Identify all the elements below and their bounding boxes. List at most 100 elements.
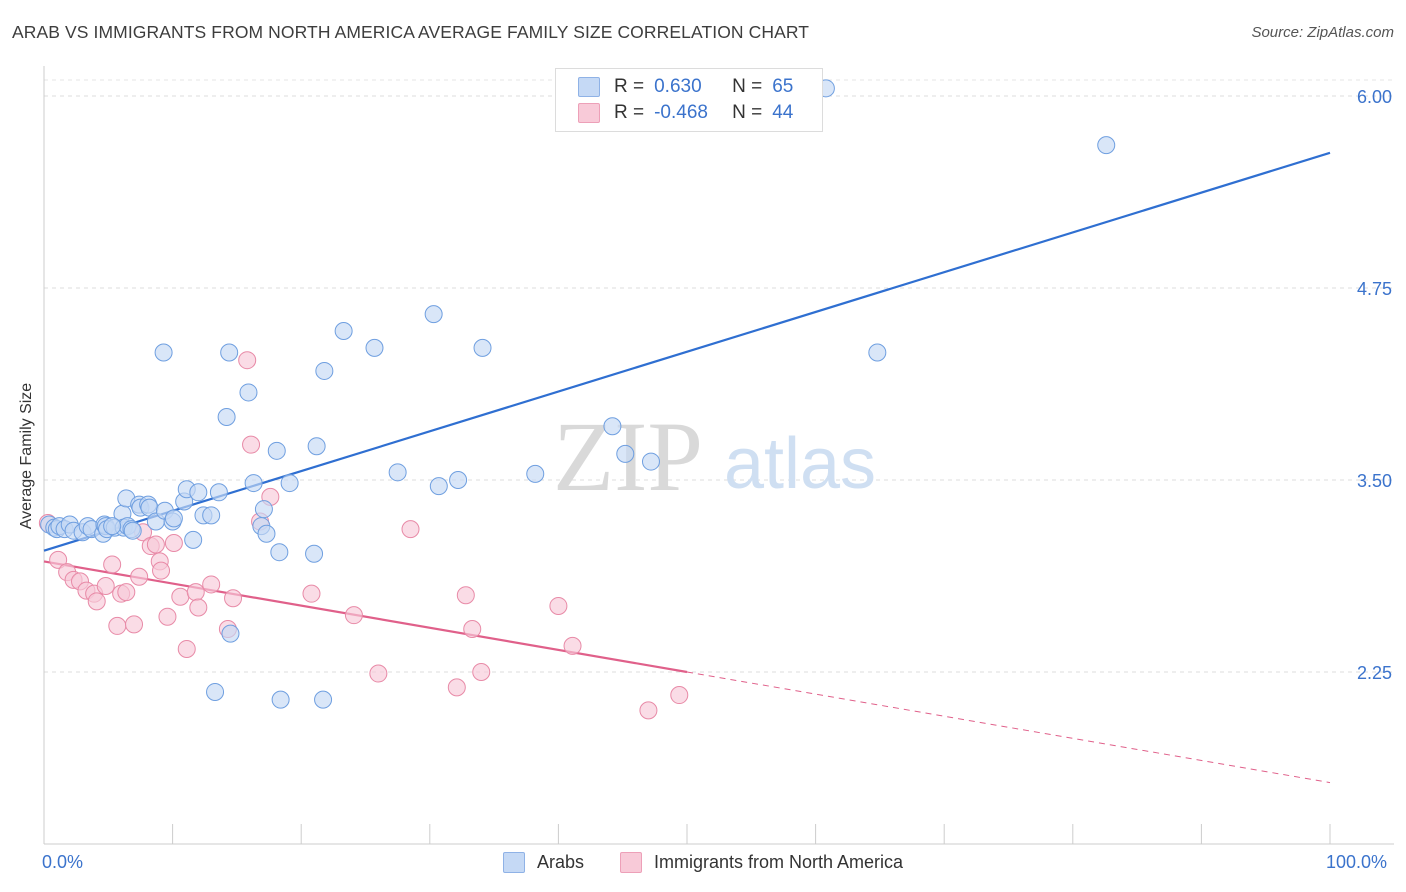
data-point-arabs xyxy=(209,483,228,502)
r-value: 0.630 xyxy=(654,76,702,97)
legend-swatch-immigrants xyxy=(619,852,642,873)
trend-line-immigrants xyxy=(43,560,688,674)
n-label: N = xyxy=(732,76,763,97)
r-value: -0.468 xyxy=(654,102,708,123)
data-point-arabs xyxy=(388,463,407,482)
data-point-immigrants xyxy=(117,583,136,602)
trend-line-immigrants xyxy=(686,671,1331,784)
data-point-immigrants xyxy=(189,598,208,617)
data-point-arabs xyxy=(164,509,183,528)
x-max-label: 100.0% xyxy=(1326,852,1388,872)
data-point-immigrants xyxy=(146,535,165,554)
data-point-arabs xyxy=(254,500,273,519)
data-point-immigrants xyxy=(456,586,475,605)
data-point-arabs xyxy=(1097,136,1116,155)
data-point-arabs xyxy=(641,452,660,471)
arabs-swatch xyxy=(578,77,600,97)
data-point-immigrants xyxy=(401,520,420,539)
chart-title: ARAB VS IMMIGRANTS FROM NORTH AMERICA AV… xyxy=(12,22,810,42)
watermark-atlas: atlas xyxy=(724,424,876,504)
data-point-immigrants xyxy=(224,589,243,608)
stats-row-immigrants: R = -0.468 N = 44 xyxy=(578,100,793,126)
data-point-arabs xyxy=(184,530,203,549)
bottom-legend: Arabs Immigrants from North America xyxy=(0,852,1406,873)
data-point-arabs xyxy=(305,544,324,563)
data-point-immigrants xyxy=(242,435,261,454)
data-point-immigrants xyxy=(108,616,127,635)
data-point-immigrants xyxy=(344,606,363,625)
data-point-arabs xyxy=(220,343,239,362)
data-point-arabs xyxy=(270,543,289,562)
data-point-arabs xyxy=(202,506,221,525)
watermark: ZIP atlas xyxy=(553,401,876,512)
legend-label-immigrants: Immigrants from North America xyxy=(653,852,904,872)
data-point-immigrants xyxy=(302,584,321,603)
data-point-immigrants xyxy=(171,587,190,606)
data-point-arabs xyxy=(267,441,286,460)
data-point-arabs xyxy=(526,464,545,483)
data-point-immigrants xyxy=(472,663,491,681)
data-point-immigrants xyxy=(670,686,689,705)
data-point-immigrants xyxy=(186,583,205,602)
data-point-arabs xyxy=(868,343,887,362)
data-point-immigrants xyxy=(639,701,658,720)
data-point-arabs xyxy=(271,690,290,709)
data-point-immigrants xyxy=(202,575,221,594)
data-point-immigrants xyxy=(96,576,115,595)
immigrants-swatch xyxy=(578,103,600,123)
y-tick-label: 3.50 xyxy=(1357,471,1392,491)
y-tick-label: 4.75 xyxy=(1357,279,1392,299)
data-point-arabs xyxy=(244,474,263,493)
legend-item-immigrants[interactable]: Immigrants from North America xyxy=(619,852,904,873)
stats-row-arabs: R = 0.630 N = 65 xyxy=(578,74,793,100)
data-point-immigrants xyxy=(463,619,482,638)
r-label: R = xyxy=(614,76,645,97)
data-point-immigrants xyxy=(563,636,582,655)
source-label: Source: ZipAtlas.com xyxy=(1251,24,1394,41)
data-point-immigrants xyxy=(130,567,149,586)
x-min-label: 0.0% xyxy=(42,852,84,872)
data-point-immigrants xyxy=(152,561,171,580)
stats-legend: R = 0.630 N = 65 R = -0.468 N = 44 xyxy=(555,68,823,132)
legend-swatch-arabs xyxy=(502,852,525,873)
data-point-arabs xyxy=(239,383,258,402)
n-label: N = xyxy=(732,102,763,123)
legend-label-arabs: Arabs xyxy=(536,852,584,872)
data-point-arabs xyxy=(429,477,448,496)
legend-item-arabs[interactable]: Arabs xyxy=(502,852,584,873)
y-tick-label: 2.25 xyxy=(1357,663,1392,683)
data-point-immigrants xyxy=(549,596,568,615)
data-point-arabs xyxy=(123,521,142,540)
data-point-arabs xyxy=(221,624,240,643)
data-point-arabs xyxy=(280,474,299,493)
r-label: R = xyxy=(614,102,645,123)
data-point-arabs xyxy=(365,338,384,357)
y-tick-labels: 2.25 3.50 4.75 6.00 xyxy=(1357,87,1392,683)
n-value: 65 xyxy=(772,76,794,97)
data-point-arabs xyxy=(334,322,353,341)
data-point-immigrants xyxy=(158,607,177,626)
data-point-immigrants xyxy=(238,351,257,370)
data-point-immigrants xyxy=(87,592,106,611)
gridlines xyxy=(44,79,1394,673)
data-point-arabs xyxy=(314,690,333,709)
data-point-immigrants xyxy=(103,555,122,574)
data-points xyxy=(38,79,1116,720)
data-point-immigrants xyxy=(125,615,144,634)
data-point-arabs xyxy=(616,444,635,463)
data-point-immigrants xyxy=(164,533,183,552)
data-point-arabs xyxy=(449,471,468,489)
axes xyxy=(43,66,1394,845)
data-point-immigrants xyxy=(369,664,388,683)
data-point-arabs xyxy=(217,408,236,427)
data-point-arabs xyxy=(189,483,208,502)
y-tick-label: 6.00 xyxy=(1357,87,1392,107)
data-point-immigrants xyxy=(177,639,196,658)
data-point-immigrants xyxy=(447,678,466,697)
data-point-arabs xyxy=(307,437,326,456)
data-point-arabs xyxy=(424,305,443,324)
data-point-arabs xyxy=(154,343,173,362)
data-point-arabs xyxy=(257,524,276,543)
data-point-arabs xyxy=(315,361,334,380)
